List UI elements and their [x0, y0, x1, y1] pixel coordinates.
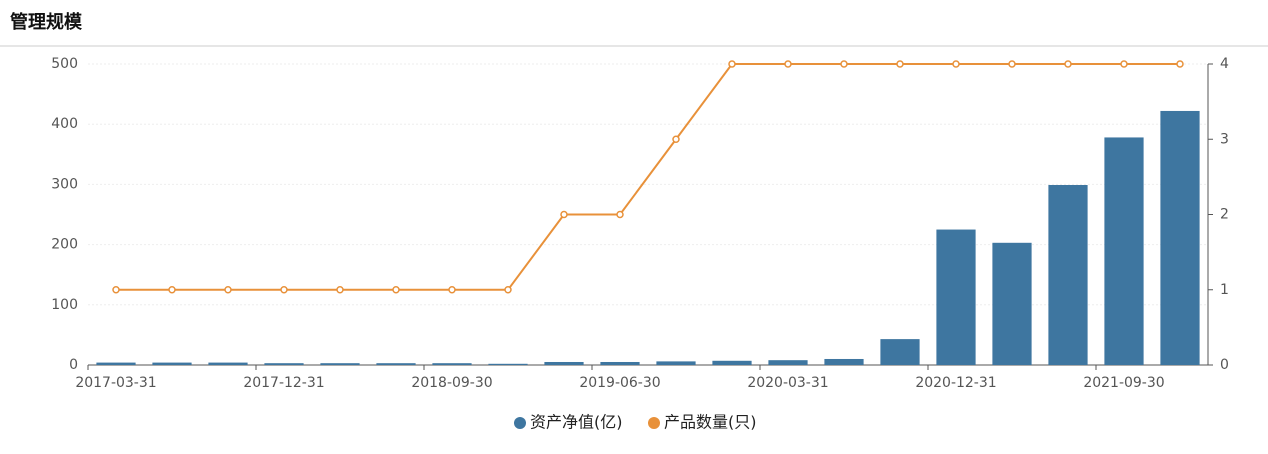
- y2-tick-label: 4: [1220, 56, 1229, 72]
- x-tick-label: 2017-12-31: [243, 375, 324, 391]
- x-tick-label: 2019-06-30: [579, 375, 660, 391]
- bar: [1048, 185, 1088, 365]
- line-point: [728, 60, 736, 68]
- x-tick-label: 2018-09-30: [411, 375, 492, 391]
- bar: [432, 363, 472, 365]
- legend-label: 资产净值(亿): [530, 413, 623, 432]
- bar: [768, 360, 808, 365]
- line-point: [672, 135, 680, 143]
- y-tick-label: 400: [51, 116, 78, 132]
- bar: [152, 362, 192, 365]
- bar: [1104, 137, 1144, 365]
- line-point: [504, 286, 512, 294]
- bar: [936, 229, 976, 365]
- x-tick-label: 2017-03-31: [75, 375, 156, 391]
- bar: [488, 363, 528, 365]
- line-point: [224, 286, 232, 294]
- line-point: [1176, 60, 1184, 68]
- line-point: [784, 60, 792, 68]
- x-tick-label: 2020-03-31: [747, 375, 828, 391]
- bar: [992, 242, 1032, 365]
- bar: [96, 362, 136, 365]
- y2-tick-label: 2: [1220, 207, 1229, 223]
- y2-tick-label: 1: [1220, 282, 1229, 298]
- y-tick-label: 500: [51, 56, 78, 72]
- line-point: [560, 210, 568, 219]
- x-tick-label: 2021-09-30: [1083, 375, 1164, 391]
- y2-tick-label: 0: [1220, 357, 1229, 373]
- x-tick-label: 2020-12-31: [915, 375, 996, 391]
- line-point: [840, 60, 848, 68]
- bar: [208, 362, 248, 365]
- line: [116, 63, 1180, 291]
- bar: [600, 361, 640, 365]
- bar: [264, 363, 304, 365]
- line-point: [952, 60, 960, 68]
- bar: [880, 339, 920, 365]
- line-point: [896, 60, 904, 68]
- bar: [376, 363, 416, 365]
- chart-title: 管理规模: [10, 11, 83, 33]
- line-point: [336, 286, 344, 294]
- legend-marker: [648, 417, 660, 429]
- y-tick-label: 300: [51, 176, 78, 192]
- line-point: [1008, 60, 1016, 68]
- line-point: [616, 210, 624, 219]
- bar: [824, 358, 864, 365]
- legend-marker: [514, 417, 526, 429]
- line-point: [168, 286, 176, 294]
- bar: [544, 361, 584, 365]
- line-point: [280, 286, 288, 294]
- y-tick-label: 100: [51, 297, 78, 313]
- y-tick-label: 0: [69, 357, 78, 373]
- y2-tick-label: 3: [1220, 131, 1229, 147]
- line-point: [392, 286, 400, 294]
- bar: [320, 363, 360, 365]
- bar: [712, 360, 752, 365]
- bar: [1160, 110, 1200, 366]
- line-point: [1120, 60, 1128, 68]
- y-tick-label: 200: [51, 237, 78, 253]
- legend-label: 产品数量(只): [664, 413, 757, 432]
- line-point: [1064, 60, 1072, 68]
- bar: [656, 361, 696, 365]
- line-point: [448, 286, 456, 294]
- line-point: [112, 286, 120, 294]
